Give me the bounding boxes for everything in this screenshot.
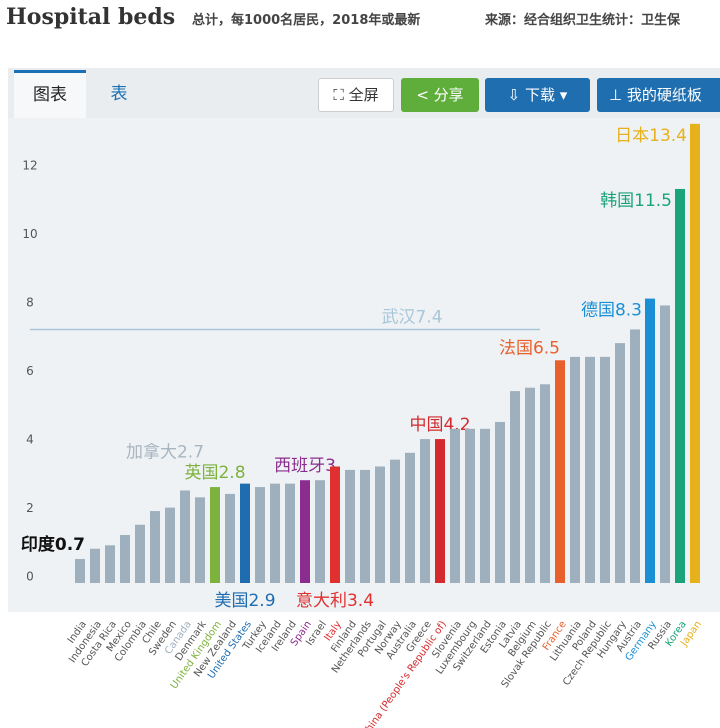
- bar: [150, 511, 160, 583]
- y-tick-label: 2: [26, 501, 34, 515]
- bar: [300, 480, 310, 583]
- y-tick-label: 6: [26, 364, 34, 378]
- title: Hospital beds: [6, 4, 176, 30]
- y-tick-label: 10: [22, 227, 37, 241]
- bar: [600, 356, 610, 583]
- subtitle: 总计，每1000名居民，2018年或最新: [192, 13, 421, 28]
- bar: [690, 123, 700, 584]
- y-tick-label: 8: [26, 295, 34, 309]
- bar: [675, 188, 685, 584]
- bar: [555, 360, 565, 583]
- y-tick-label: 4: [26, 432, 34, 446]
- bar: [315, 480, 325, 583]
- bar: [285, 483, 295, 583]
- bar: [195, 497, 205, 583]
- bar: [375, 466, 385, 583]
- bar: [120, 535, 130, 583]
- bar: [180, 490, 190, 583]
- value-label: 法国6.5: [499, 338, 560, 358]
- bar: [450, 428, 460, 583]
- reference-label: 武汉7.4: [381, 307, 442, 327]
- value-label: 英国2.8: [184, 463, 245, 483]
- value-label: 印度0.7: [21, 534, 85, 555]
- bar: [465, 428, 475, 583]
- value-label: 加拿大2.7: [126, 441, 204, 462]
- bar: [630, 329, 640, 583]
- bar: [510, 391, 520, 583]
- value-label: 日本13.4: [615, 126, 687, 146]
- bar: [360, 469, 370, 583]
- y-tick-label: 12: [22, 158, 37, 172]
- bar: [645, 298, 655, 583]
- bar: [525, 387, 535, 583]
- button[interactable]: ⊥ 我的硬纸板: [597, 78, 720, 112]
- button-label: 全屏: [348, 86, 379, 104]
- y-tick-label: 0: [26, 570, 34, 584]
- source: 来源：经合组织卫生统计：卫生保: [485, 13, 681, 28]
- tab[interactable]: 图表: [14, 70, 86, 118]
- bar: [225, 493, 235, 583]
- bar: [270, 483, 280, 583]
- tab[interactable]: 表: [110, 84, 128, 104]
- bar: [585, 356, 595, 583]
- value-label: 中国4.2: [409, 415, 470, 435]
- bar: [570, 356, 580, 583]
- bar: [540, 384, 550, 583]
- header: Hospital beds 总计，每1000名居民，2018年或最新 来源：经合…: [0, 0, 720, 40]
- bar: [330, 466, 340, 583]
- bar: [240, 483, 250, 583]
- button[interactable]: ⛶ 全屏: [318, 78, 394, 112]
- bar: [210, 487, 220, 583]
- value-label: 德国8.3: [581, 301, 642, 321]
- button[interactable]: < 分享: [401, 78, 479, 112]
- bar: [105, 545, 115, 583]
- bar: [495, 421, 505, 583]
- button[interactable]: ⇩ 下载 ▾: [485, 78, 590, 112]
- bar: [420, 439, 430, 583]
- bar: [165, 507, 175, 583]
- value-label: 意大利3.4: [296, 591, 374, 611]
- button-label: 下载: [525, 86, 556, 104]
- bar: [90, 548, 100, 583]
- bar: [135, 524, 145, 583]
- button-label: 分享: [433, 86, 464, 104]
- bar: [615, 343, 625, 583]
- bar: [660, 305, 670, 583]
- bar: [405, 452, 415, 583]
- value-label: 美国2.9: [214, 591, 275, 611]
- button-label: 我的硬纸板: [626, 86, 702, 104]
- bar: [480, 428, 490, 583]
- bar: [390, 459, 400, 583]
- bar: [345, 469, 355, 583]
- value-label: 西班牙3: [274, 456, 336, 476]
- bar: [255, 487, 265, 583]
- bar: [435, 439, 445, 583]
- bar: [75, 559, 85, 583]
- value-label: 韩国11.5: [600, 191, 672, 211]
